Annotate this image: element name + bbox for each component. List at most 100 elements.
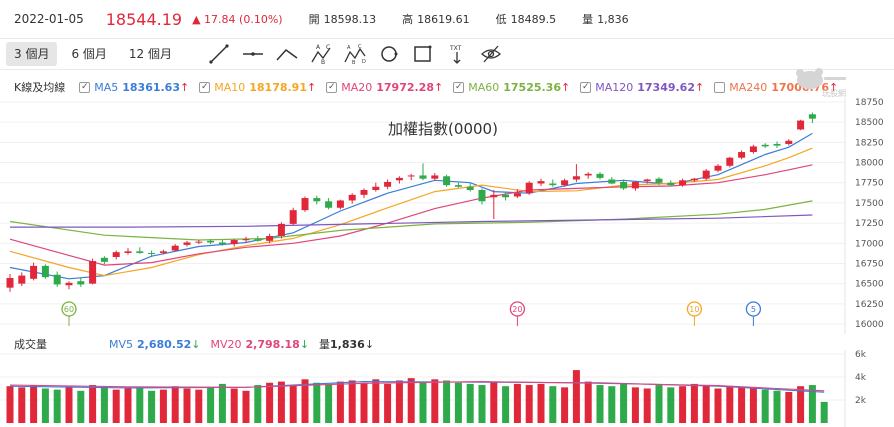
quote-low-value: 18489.5	[510, 13, 557, 26]
candle	[749, 144, 757, 154]
candle	[785, 139, 793, 146]
quote-price: 18544.19	[105, 9, 183, 29]
candle	[395, 176, 403, 184]
svg-text:C: C	[358, 44, 362, 50]
candlestick-chart[interactable]: 加權指數(0000) 60 20 10 5 187501850018250180001…	[0, 98, 894, 334]
candle-body	[797, 120, 805, 130]
ma10-arrow: ↑	[307, 80, 317, 94]
volume-bar	[537, 383, 545, 423]
candle	[218, 240, 226, 246]
price-tick-label: 16250	[855, 300, 884, 310]
ma120-checkbox[interactable]: ✓	[580, 81, 592, 93]
candle	[608, 177, 616, 185]
candle	[808, 112, 816, 123]
candle	[6, 273, 14, 292]
candle-body	[266, 236, 274, 241]
rectangle-icon[interactable]	[408, 42, 438, 66]
candle	[679, 178, 687, 187]
abc-pattern-icon[interactable]: A B C	[306, 42, 336, 66]
ma20-toggle[interactable]: ✓ MA20 17972.28 ↑	[326, 81, 443, 94]
candle	[655, 177, 663, 186]
trend-line-icon[interactable]	[204, 42, 234, 66]
volume-bar	[384, 383, 392, 423]
text-icon[interactable]: TXT	[442, 42, 472, 66]
ma120-line	[10, 214, 813, 228]
volume-bar	[77, 390, 85, 423]
candle	[797, 119, 805, 131]
candle-body	[395, 177, 403, 181]
candle-body	[289, 210, 297, 224]
price-tick-label: 18250	[855, 138, 884, 148]
ma60-checkbox[interactable]: ✓	[453, 81, 465, 93]
candle-body	[242, 239, 250, 241]
price-tick-label: 16750	[855, 259, 884, 269]
candle-body	[6, 277, 14, 288]
candle	[289, 207, 297, 226]
ma240-checkbox[interactable]	[714, 81, 726, 93]
mv20-line	[9, 381, 825, 392]
candle	[89, 258, 97, 285]
candle	[148, 250, 156, 257]
candle-body	[525, 182, 533, 194]
quote-open-label: 開	[308, 13, 320, 26]
candle-body	[785, 140, 793, 144]
volume-chart[interactable]: 6k 4k 2k	[0, 350, 894, 427]
quote-date: 2022-01-05	[14, 12, 84, 26]
circle-icon[interactable]	[374, 42, 404, 66]
horizontal-line-icon[interactable]	[238, 42, 268, 66]
ma5-toggle[interactable]: ✓ MA5 18361.63 ↑	[79, 81, 189, 94]
ma60-arrow: ↑	[561, 80, 571, 94]
ma120-toggle[interactable]: ✓ MA120 17349.62 ↑	[580, 81, 704, 94]
ma-marker-label: 10	[689, 305, 699, 314]
candle	[41, 264, 49, 279]
ma-marker-20: 20	[509, 301, 526, 326]
candle-body	[89, 261, 97, 284]
range-6-months-button[interactable]: 6 個月	[71, 47, 107, 61]
mv5-name: MV5	[109, 337, 134, 351]
candle	[183, 240, 191, 247]
ma20-checkbox[interactable]: ✓	[326, 81, 338, 93]
quote-volume-value: 1,836	[597, 13, 629, 26]
candle-body	[679, 180, 687, 186]
quote-low-label: 低	[495, 13, 507, 26]
abcd-pattern-icon[interactable]: A B C D	[340, 42, 370, 66]
ma60-toggle[interactable]: ✓ MA60 17525.36 ↑	[453, 81, 570, 94]
candle	[195, 240, 203, 245]
volume-bar	[395, 380, 403, 423]
ma10-value: 18178.91	[249, 80, 307, 94]
range-3-months-button[interactable]: 3 個月	[6, 42, 58, 66]
volume-bar	[41, 388, 49, 423]
candle	[266, 233, 274, 244]
price-tick-label: 18000	[855, 159, 884, 169]
range-12-months-button[interactable]: 12 個月	[128, 47, 172, 61]
volume-bar	[65, 387, 73, 423]
candle	[18, 272, 26, 287]
candle-body	[124, 251, 132, 253]
candle-body	[655, 178, 663, 183]
ma240-toggle[interactable]: MA240 17006.76 ↑	[714, 81, 838, 94]
ma-period-markers: 60 20 10 5	[61, 301, 762, 326]
volume-bar	[667, 387, 675, 423]
volume-bar	[679, 386, 687, 423]
ma10-toggle[interactable]: ✓ MA10 18178.91 ↑	[199, 81, 316, 94]
mv5-arrow: ↓	[191, 337, 201, 351]
ma5-checkbox[interactable]: ✓	[79, 81, 91, 93]
volume-tick-label: 4k	[855, 373, 867, 383]
candle	[230, 239, 238, 247]
ma-legend-title: K線及均線	[14, 81, 66, 94]
candle	[124, 248, 132, 255]
candle	[631, 181, 639, 191]
candle-body	[277, 223, 285, 237]
volume-bar	[443, 380, 451, 423]
price-tick-label: 18750	[855, 98, 884, 108]
candle-body	[100, 257, 108, 262]
volume-legend-title: 成交量	[14, 338, 47, 351]
candle-body	[419, 175, 427, 179]
volume-bar	[490, 381, 498, 423]
volume-bar	[313, 382, 321, 423]
polyline-icon[interactable]	[272, 42, 302, 66]
candle	[466, 183, 474, 192]
hide-icon[interactable]	[476, 42, 506, 66]
ma20-name: MA20	[341, 80, 373, 94]
ma10-checkbox[interactable]: ✓	[199, 81, 211, 93]
